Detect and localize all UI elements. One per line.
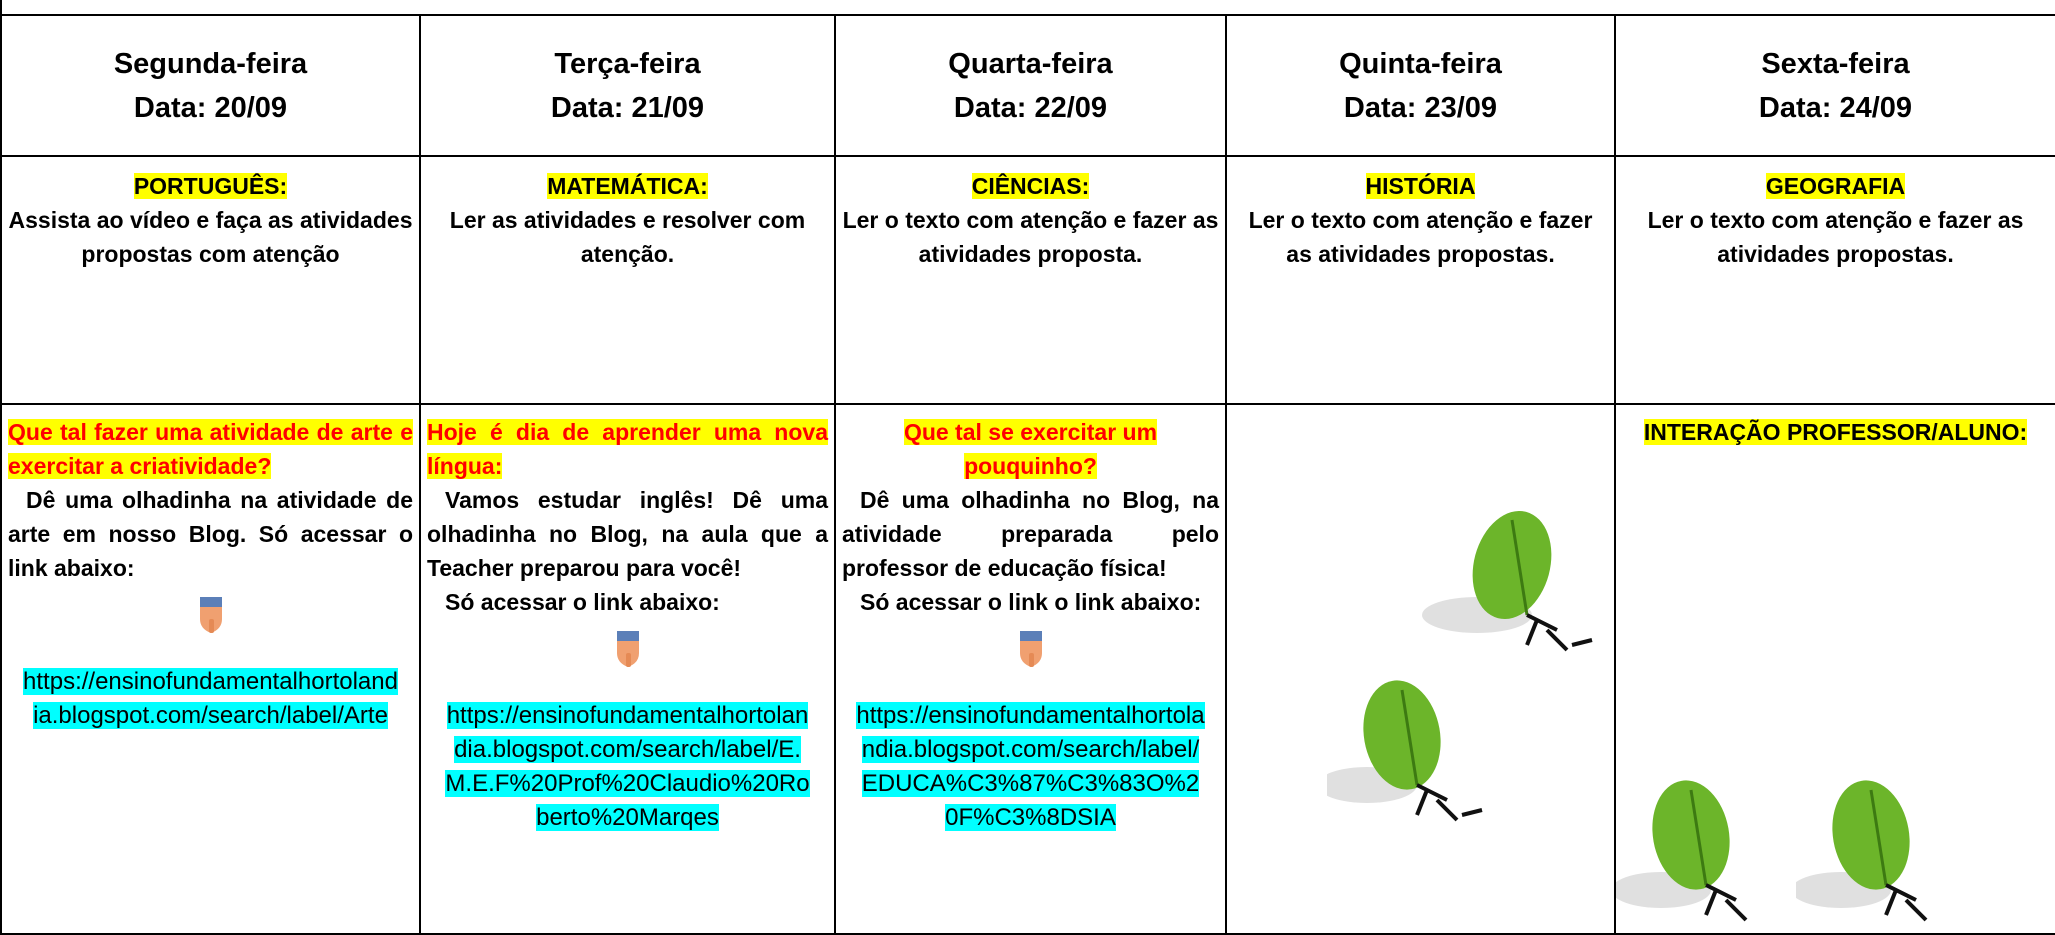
subject-name: PORTUGUÊS: — [133, 173, 288, 199]
day-cell: Quarta-feira Data: 22/09 — [834, 14, 1227, 157]
header-row: Segunda-feira Data: 20/09 Terça-feira Data… — [0, 14, 2055, 157]
subject-name: CIÊNCIAS: — [971, 173, 1090, 199]
activity-text: Dê uma olhadinha na atividade de arte em… — [8, 487, 413, 581]
activity-text: Dê uma olhadinha no Blog, na atividade p… — [842, 487, 1219, 581]
subject-name: MATEMÁTICA: — [547, 173, 708, 199]
ant-image — [1796, 780, 1928, 922]
subject-name: GEOGRAFIA — [1765, 173, 1906, 199]
day-cell: Terça-feira Data: 21/09 — [419, 14, 836, 157]
activity-cell: Que tal fazer uma atividade de arte e ex… — [0, 403, 421, 935]
link-text[interactable]: https://ensinofundamentalhortolandia.blo… — [23, 668, 398, 729]
activity-row: Que tal fazer uma atividade de arte e ex… — [0, 403, 2055, 935]
activity-cell: Que tal se exercitar um pouquinho? Dê uma… — [834, 403, 1227, 935]
subject-text: Ler o texto com atenção e fazer as ativi… — [842, 207, 1219, 267]
activity-text: Vamos estudar inglês! Dê uma olhadinha n… — [427, 487, 828, 581]
activity-cell: Hoje é dia de aprender uma nova língua: V… — [419, 403, 836, 935]
activity-text: Só acessar o link o link abaixo: — [860, 589, 1202, 615]
day-cell: Sexta-feira Data: 24/09 — [1614, 14, 2055, 157]
activity-heading-text: Que tal fazer uma atividade de arte e ex… — [8, 419, 413, 479]
schedule-table: Segunda-feira Data: 20/09 Terça-feira Data… — [0, 14, 2055, 935]
date: Data: 20/09 — [133, 91, 288, 124]
day: Quinta-feira — [1339, 47, 1502, 80]
subject-text: Ler o texto com atenção e fazer as ativi… — [1248, 207, 1593, 267]
activity-heading: Hoje é dia de aprender uma nova língua: — [427, 415, 828, 483]
interaction-heading: INTERAÇÃO PROFESSOR/ALUNO: — [1643, 419, 2028, 445]
date: Data: 22/09 — [953, 91, 1108, 124]
subject-text: Ler as atividades e resolver com atenção… — [449, 207, 806, 267]
pointing-hand-icon — [616, 631, 639, 667]
ant-image — [1422, 510, 1593, 652]
subject-cell: CIÊNCIAS: Ler o texto com atenção e fazer… — [834, 155, 1227, 405]
date: Data: 24/09 — [1758, 91, 1913, 124]
day: Sexta-feira — [1761, 47, 1910, 80]
image-cell — [1225, 403, 1616, 935]
day-cell: Quinta-feira Data: 23/09 — [1225, 14, 1616, 157]
subject-cell: MATEMÁTICA: Ler as atividades e resolver … — [419, 155, 836, 405]
activity-heading: Que tal fazer uma atividade de arte e ex… — [8, 415, 413, 483]
subject-cell: GEOGRAFIA Ler o texto com atenção e fazer… — [1614, 155, 2055, 405]
date: Data: 23/09 — [1343, 91, 1498, 124]
subject-row: PORTUGUÊS: Assista ao vídeo e faça as ati… — [0, 155, 2055, 405]
subject-cell: HISTÓRIA Ler o texto com atenção e fazer … — [1225, 155, 1616, 405]
subject-name: HISTÓRIA — [1365, 173, 1476, 199]
day-cell: Segunda-feira Data: 20/09 — [0, 14, 421, 157]
pointing-hand-icon — [1019, 631, 1042, 667]
activity-heading-text: Hoje é dia de aprender uma nova língua: — [427, 419, 828, 479]
ant-image — [1616, 780, 1748, 922]
subject-text: Assista ao vídeo e faça as atividades pr… — [8, 207, 413, 267]
date: Data: 21/09 — [550, 91, 705, 124]
link: https://ensinofundamentalhortolandia.blo… — [22, 665, 399, 733]
top-strip — [0, 0, 2055, 14]
link: https://ensinofundamentalhortolandia.blo… — [856, 699, 1205, 835]
pointing-hand-icon — [199, 597, 222, 633]
day: Quarta-feira — [948, 47, 1113, 80]
subject-cell: PORTUGUÊS: Assista ao vídeo e faça as ati… — [0, 155, 421, 405]
interaction-cell: INTERAÇÃO PROFESSOR/ALUNO: — [1614, 403, 2055, 935]
ant-image — [1327, 680, 1483, 822]
activity-text: Só acessar o link abaixo: — [445, 589, 720, 615]
day: Segunda-feira — [113, 47, 308, 80]
day: Terça-feira — [554, 47, 701, 80]
link-text[interactable]: https://ensinofundamentalhortolandia.blo… — [856, 702, 1205, 831]
activity-heading: Que tal se exercitar um pouquinho? — [842, 415, 1219, 483]
link: https://ensinofundamentalhortolandia.blo… — [441, 699, 814, 835]
activity-heading-text: Que tal se exercitar um pouquinho? — [903, 419, 1158, 479]
subject-text: Ler o texto com atenção e fazer as ativi… — [1647, 207, 2024, 267]
link-text[interactable]: https://ensinofundamentalhortolandia.blo… — [445, 702, 810, 831]
